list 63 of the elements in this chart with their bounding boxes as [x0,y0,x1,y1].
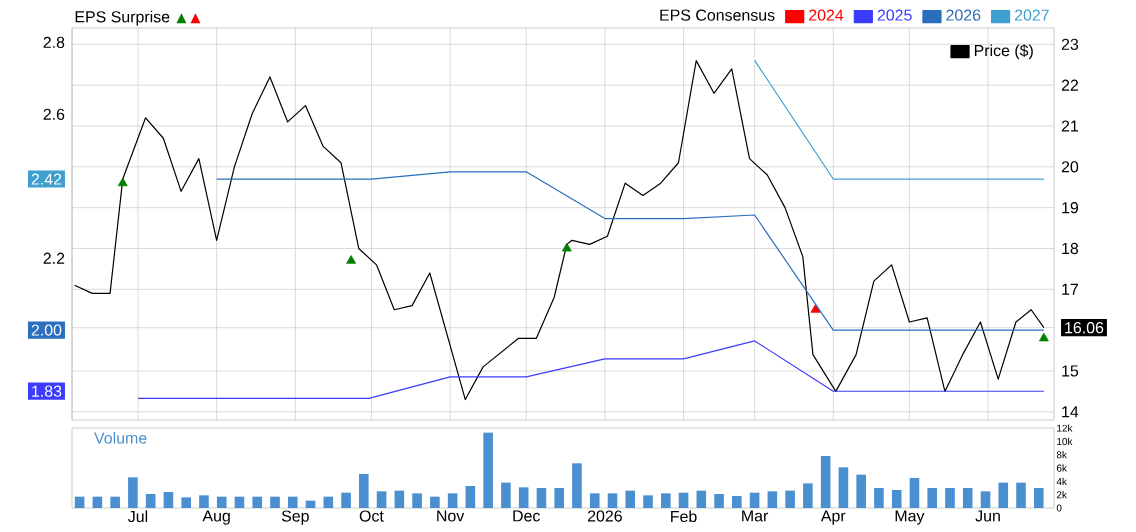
bar [998,482,1009,508]
bar [74,496,85,508]
bar [216,496,227,508]
bar [1033,488,1044,508]
point [117,177,128,187]
bar [376,491,387,508]
bar [163,492,174,508]
point [810,304,821,313]
line-series [216,171,1045,331]
bar [678,492,689,508]
bar [980,491,991,508]
bar [732,496,742,508]
bar [92,496,103,508]
bar [145,494,156,508]
bar [341,492,351,508]
bar [767,491,778,508]
point [561,242,572,252]
line-series [137,340,1045,400]
bar [447,493,458,508]
bar [554,488,564,508]
bar [252,496,263,508]
bar [465,486,476,508]
bar [820,456,831,508]
bar [714,494,724,508]
bar [305,500,316,508]
bar [909,478,920,508]
bar [110,496,120,508]
bar [589,493,600,508]
bar [785,490,795,508]
bar [625,490,636,508]
bar [501,482,511,508]
bar [359,474,369,508]
bar [412,493,422,508]
bar [394,490,405,508]
bar [181,497,191,508]
bar [234,496,245,508]
bar [607,493,618,508]
bar [927,488,938,508]
bar [874,488,884,508]
point [1038,332,1049,342]
bar [891,490,902,508]
bar [199,495,209,508]
bar [572,463,582,508]
point [346,255,357,264]
bar [483,432,493,508]
bar [430,496,440,508]
bar [838,467,849,508]
bar [660,493,671,508]
bar [803,483,813,508]
bar [536,488,547,508]
bar [1016,482,1026,508]
bar [518,487,529,508]
bar [270,496,280,508]
bar [643,495,653,508]
bar [962,488,973,508]
bar [696,490,707,508]
bar [945,488,955,508]
line-series [73,60,1045,401]
bar [128,477,138,508]
bar [287,496,298,508]
bar [323,496,334,508]
bar [856,474,866,508]
bar [749,492,760,508]
